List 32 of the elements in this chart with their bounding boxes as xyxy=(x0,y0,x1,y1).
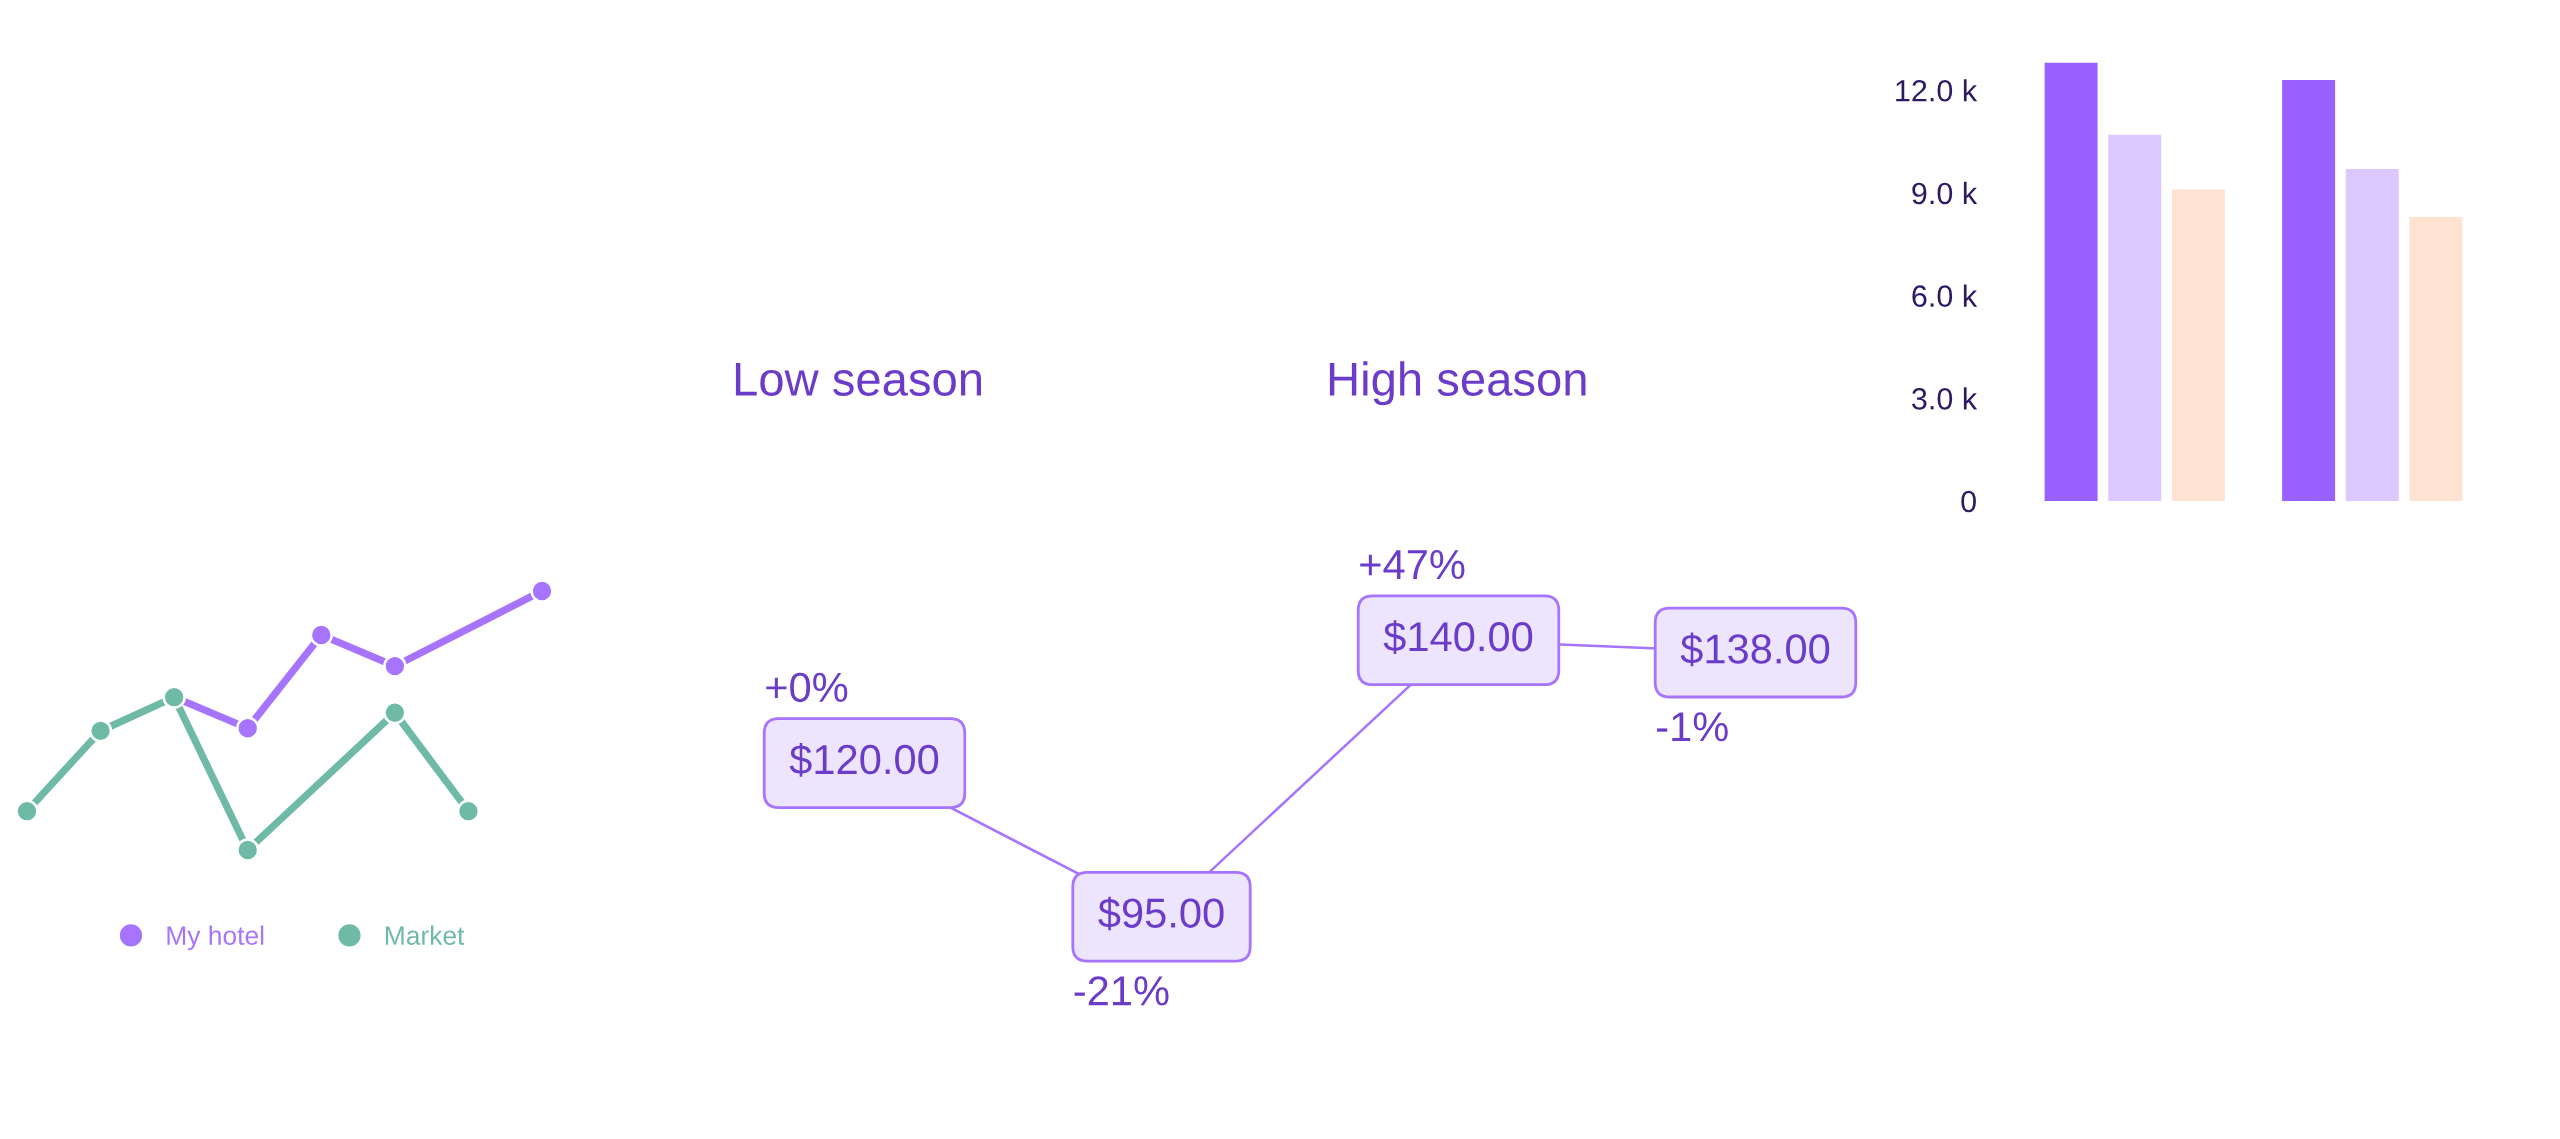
bar xyxy=(2409,216,2463,501)
y-tick-label: 3.0 k xyxy=(1912,387,1978,410)
data-label: $138.00 xyxy=(1680,632,1830,667)
legend-label: My hotel xyxy=(167,925,264,951)
text: Low season xyxy=(735,362,981,396)
point xyxy=(309,623,333,647)
point xyxy=(236,838,260,862)
legend-label: Market xyxy=(385,925,465,945)
bar xyxy=(2171,189,2225,501)
point xyxy=(383,701,407,725)
data-label: $95.00 xyxy=(1098,896,1224,931)
point xyxy=(530,579,554,603)
annotation: -1% xyxy=(1657,712,1728,742)
bar xyxy=(2108,134,2162,501)
y-tick-label: 12.0 k xyxy=(1896,79,1978,102)
bar xyxy=(2282,79,2336,501)
text: High season xyxy=(1329,361,1586,406)
text: -21% xyxy=(1074,976,1169,1006)
point xyxy=(383,654,407,678)
annotation: +0% xyxy=(766,672,848,703)
data-label: $140.00 xyxy=(1383,620,1533,654)
y-tick-label: 0 xyxy=(1961,490,1976,513)
y-tick-label: 9.0 k xyxy=(1912,181,1978,205)
point xyxy=(88,719,113,743)
data-label: $120.00 xyxy=(789,743,939,777)
point xyxy=(456,799,481,823)
text: +47% xyxy=(1360,549,1465,580)
bar xyxy=(2044,62,2098,501)
y-tick-label: 6.0 k xyxy=(1912,284,1978,307)
point xyxy=(15,799,39,823)
bar xyxy=(2345,168,2399,501)
point xyxy=(236,716,260,740)
